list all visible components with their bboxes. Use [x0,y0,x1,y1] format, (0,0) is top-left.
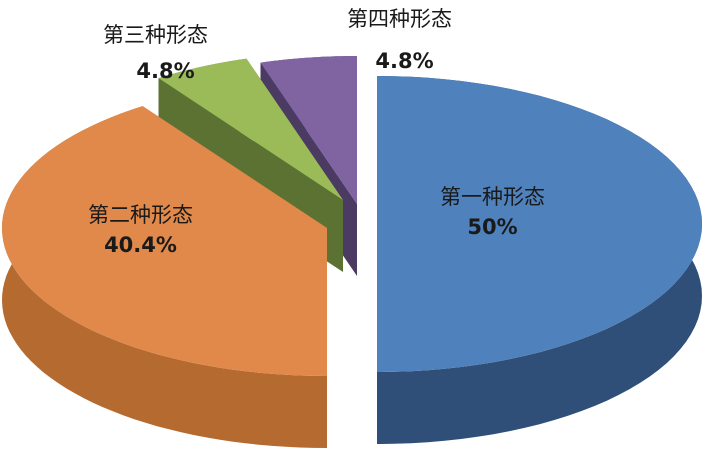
slice-top-face [260,56,357,204]
category-label: 第二种形态 [88,203,193,227]
category-label: 第四种形态 [347,7,452,31]
value-label: 40.4% [104,233,177,257]
category-label: 第三种形态 [103,23,208,47]
value-label: 4.8% [136,59,195,83]
value-label: 50% [467,215,518,239]
slice-top-face [377,76,702,372]
slice-top-face [2,106,327,376]
pie-slice-1 [377,76,702,444]
slice-label-3: 第三种形态 4.8% [103,20,208,86]
category-label: 第一种形态 [440,185,545,209]
slice-label-2: 第二种形态 40.4% [88,200,193,260]
slice-label-4: 第四种形态 4.8% [347,4,452,76]
value-label: 4.8% [375,49,434,73]
pie-slice-2 [2,106,327,448]
slice-top-face [158,58,343,201]
slice-label-1: 第一种形态 50% [440,182,545,242]
